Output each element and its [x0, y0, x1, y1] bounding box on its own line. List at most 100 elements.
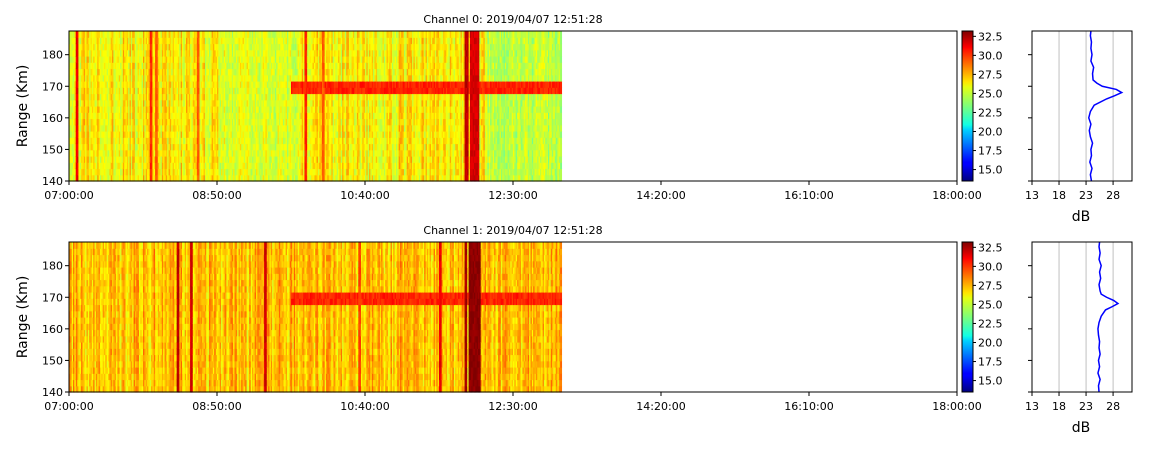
heatmap-cell [117, 87, 120, 95]
heatmap-cell [87, 49, 90, 57]
heatmap-cell [137, 156, 140, 163]
heatmap-cell [149, 131, 152, 138]
heatmap-cell [171, 118, 174, 126]
heatmap-cell [177, 124, 180, 132]
heatmap-cell [75, 168, 78, 176]
heatmap-cell [130, 81, 133, 88]
heatmap-cell [151, 74, 154, 82]
heatmap-cell [163, 56, 166, 63]
heatmap-cell [97, 118, 100, 126]
heatmap-cell [156, 99, 159, 107]
heatmap-cell [71, 43, 74, 51]
heatmap-cell [136, 162, 139, 170]
heatmap-cell [86, 118, 89, 126]
heatmap-cell [149, 99, 152, 107]
heatmap-cell [75, 56, 78, 63]
heatmap-cell [186, 49, 188, 57]
heatmap-cell [106, 131, 109, 138]
heatmap-cell [116, 106, 119, 113]
heatmap-cell [86, 37, 89, 45]
heatmap-cell [171, 74, 174, 82]
heatmap-cell [175, 49, 178, 57]
heatmap-cell [78, 74, 81, 82]
heatmap-cell [164, 31, 167, 38]
heatmap-cell [97, 112, 100, 120]
heatmap-cell [173, 49, 176, 57]
heatmap-cell [152, 124, 155, 132]
heatmap-cell [106, 106, 109, 113]
heatmap-cell [175, 87, 178, 95]
heatmap-cell [145, 124, 148, 132]
heatmap-cell [91, 106, 94, 113]
heatmap-cell [126, 131, 129, 138]
heatmap-cell [109, 49, 112, 57]
heatmap-cell [124, 143, 127, 151]
heatmap-cell [177, 149, 180, 157]
heatmap-cell [120, 106, 123, 113]
heatmap-cell [130, 49, 133, 57]
heatmap-cell [159, 68, 162, 76]
heatmap-cell [91, 93, 94, 101]
heatmap-cell [143, 131, 145, 138]
heatmap-cell [143, 93, 145, 101]
heatmap-cell [122, 74, 125, 82]
heatmap-cell [194, 131, 197, 138]
heatmap-cell [109, 87, 112, 95]
heatmap-cell [128, 174, 131, 182]
heatmap-cell [171, 137, 174, 145]
heatmap-cell [172, 106, 175, 113]
heatmap-cell [95, 62, 98, 70]
heatmap-cell [120, 156, 123, 163]
heatmap-cell [78, 56, 81, 63]
heatmap-cell [184, 43, 187, 51]
heatmap-cell [149, 162, 152, 170]
heatmap-cell [153, 156, 156, 163]
heatmap-cell [78, 143, 81, 151]
heatmap-cell [82, 156, 85, 163]
heatmap-cell [184, 149, 187, 157]
heatmap-cell [90, 143, 93, 151]
heatmap-cell [190, 87, 193, 95]
heatmap-cell [122, 37, 125, 45]
heatmap-cell [179, 149, 182, 157]
heatmap-cell [93, 87, 96, 95]
heatmap-cell [164, 37, 167, 45]
heatmap-cell [141, 174, 144, 182]
heatmap-cell [167, 81, 170, 88]
heatmap-cell [87, 106, 90, 113]
heatmap-cell [75, 156, 78, 163]
heatmap-cell [126, 156, 129, 163]
heatmap-cell [177, 49, 180, 57]
heatmap-cell [136, 43, 139, 51]
heatmap-cell [156, 143, 159, 151]
heatmap-cell [117, 62, 120, 70]
heatmap-cell [180, 87, 183, 95]
heatmap-cell [112, 124, 114, 132]
heatmap-cell [85, 149, 88, 157]
heatmap-cell [145, 162, 148, 170]
heatmap-cell [109, 124, 112, 132]
heatmap-cell [126, 31, 129, 38]
heatmap-cell [161, 43, 164, 51]
heatmap-cell [113, 99, 116, 107]
heatmap-cell [172, 62, 175, 70]
heatmap-cell [91, 156, 94, 163]
heatmap-cell [79, 118, 82, 126]
heatmap-cell [165, 56, 168, 63]
heatmap-cell [173, 81, 176, 88]
heatmap-cell [85, 93, 88, 101]
heatmap-cell [124, 118, 127, 126]
heatmap-cell [173, 174, 176, 182]
heatmap-cell [86, 137, 89, 145]
heatmap-cell [129, 93, 132, 101]
heatmap-cell [98, 124, 101, 132]
heatmap-cell [148, 74, 151, 82]
heatmap-cell [141, 68, 144, 76]
heatmap-cell [188, 99, 191, 107]
heatmap-cell [177, 137, 180, 145]
heatmap-cell [122, 174, 125, 182]
heatmap-cell [136, 112, 139, 120]
heatmap-cell [116, 62, 119, 70]
heatmap-cell [82, 37, 85, 45]
heatmap-cell [128, 37, 131, 45]
